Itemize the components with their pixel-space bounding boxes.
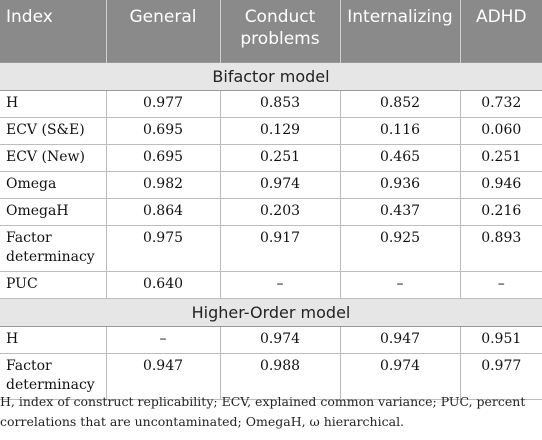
section-header-bifactor: Bifactor model: [0, 61, 542, 91]
cell-internalizing: –: [340, 271, 461, 299]
row-label: Factor determinacy: [0, 225, 107, 272]
cell-adhd: 0.946: [460, 171, 542, 199]
row-label: OmegaH: [0, 198, 107, 226]
cell-internalizing: 0.852: [340, 90, 461, 118]
cell-conduct: 0.251: [220, 144, 341, 172]
cell-general: 0.864: [106, 198, 221, 226]
row-label: Omega: [0, 171, 107, 199]
row-label: Factor determinacy: [0, 353, 107, 400]
cell-internalizing: 0.437: [340, 198, 461, 226]
cell-conduct: –: [220, 271, 341, 299]
cell-general: 0.695: [106, 117, 221, 145]
table-row: H 0.977 0.853 0.852 0.732: [0, 90, 542, 118]
cell-internalizing: 0.936: [340, 171, 461, 199]
cell-conduct: 0.853: [220, 90, 341, 118]
cell-conduct: 0.129: [220, 117, 341, 145]
table-row: Factor determinacy 0.975 0.917 0.925 0.8…: [0, 225, 542, 272]
cell-internalizing: 0.925: [340, 225, 461, 272]
results-table: Index General Conduct problems Internali…: [0, 0, 542, 400]
cell-general: –: [106, 326, 221, 354]
cell-conduct: 0.974: [220, 171, 341, 199]
cell-adhd: 0.060: [460, 117, 542, 145]
section-title: Higher-Order model: [0, 297, 542, 327]
cell-internalizing: 0.947: [340, 326, 461, 354]
header-conduct-problems: Conduct problems: [220, 0, 341, 62]
cell-adhd: 0.732: [460, 90, 542, 118]
cell-adhd: 0.951: [460, 326, 542, 354]
cell-conduct: 0.203: [220, 198, 341, 226]
table-row: ECV (New) 0.695 0.251 0.465 0.251: [0, 144, 542, 172]
cell-general: 0.977: [106, 90, 221, 118]
table-row: H – 0.974 0.947 0.951: [0, 326, 542, 354]
header-row: Index General Conduct problems Internali…: [0, 0, 542, 62]
cell-internalizing: 0.465: [340, 144, 461, 172]
row-label: H: [0, 90, 107, 118]
cell-adhd: 0.977: [460, 353, 542, 400]
cell-general: 0.695: [106, 144, 221, 172]
cell-adhd: 0.251: [460, 144, 542, 172]
cell-internalizing: 0.116: [340, 117, 461, 145]
section-title: Bifactor model: [0, 61, 542, 91]
cell-general: 0.975: [106, 225, 221, 272]
table-row: PUC 0.640 – – –: [0, 271, 542, 299]
row-label: PUC: [0, 271, 107, 299]
cell-adhd: 0.893: [460, 225, 542, 272]
cell-conduct: 0.917: [220, 225, 341, 272]
section-header-higher-order: Higher-Order model: [0, 297, 542, 327]
row-label: H: [0, 326, 107, 354]
cell-general: 0.982: [106, 171, 221, 199]
row-label: ECV (New): [0, 144, 107, 172]
header-general: General: [106, 0, 221, 62]
table-footnote: H, index of construct replicability; ECV…: [0, 394, 526, 429]
cell-conduct: 0.988: [220, 353, 341, 400]
cell-conduct: 0.974: [220, 326, 341, 354]
table-row: OmegaH 0.864 0.203 0.437 0.216: [0, 198, 542, 226]
row-label: ECV (S&E): [0, 117, 107, 145]
cell-internalizing: 0.974: [340, 353, 461, 400]
table-row: ECV (S&E) 0.695 0.129 0.116 0.060: [0, 117, 542, 145]
table-row: Omega 0.982 0.974 0.936 0.946: [0, 171, 542, 199]
table-row: Factor determinacy 0.947 0.988 0.974 0.9…: [0, 353, 542, 400]
header-index: Index: [0, 0, 107, 62]
cell-adhd: –: [460, 271, 542, 299]
cell-general: 0.640: [106, 271, 221, 299]
cell-adhd: 0.216: [460, 198, 542, 226]
header-adhd: ADHD: [460, 0, 542, 62]
cell-general: 0.947: [106, 353, 221, 400]
header-internalizing: Internalizing: [340, 0, 461, 62]
